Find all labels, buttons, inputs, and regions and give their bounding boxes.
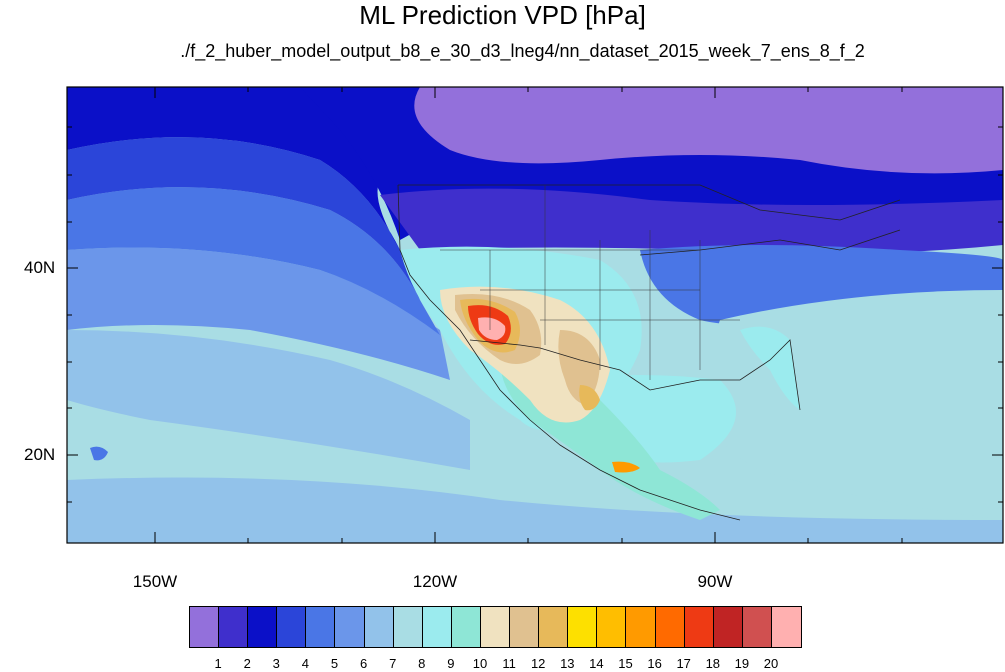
- colorbar-swatch: [539, 607, 569, 647]
- colorbar-swatch: [480, 607, 511, 647]
- colorbar-label: 13: [560, 656, 575, 671]
- lat-label-40n: 40N: [24, 258, 56, 277]
- colorbar-label: 10: [472, 656, 488, 671]
- colorbar-label: 19: [734, 656, 750, 671]
- colorbar-label: 1: [214, 656, 222, 671]
- colorbar-swatch: [451, 607, 481, 647]
- colorbar-label: 9: [447, 656, 455, 671]
- colorbar-swatch: [597, 607, 627, 647]
- map-field: [67, 87, 1003, 543]
- colorbar-swatch: [510, 607, 540, 647]
- lon-label-120w: 120W: [412, 572, 458, 591]
- colorbar-swatch: [655, 607, 685, 647]
- lon-label-150w: 150W: [132, 572, 178, 591]
- colorbar-label: 16: [647, 656, 662, 671]
- colorbar-swatch: [190, 607, 220, 647]
- colorbar-label: 18: [705, 656, 721, 671]
- colorbar: [189, 606, 802, 648]
- pacific-band-3: [67, 87, 420, 250]
- colorbar-swatch: [626, 607, 656, 647]
- us-border: [398, 184, 901, 349]
- pacific-band-6: [67, 247, 450, 380]
- colorbar-swatch: [393, 607, 423, 647]
- mexico-warm: [558, 330, 600, 405]
- colorbar-swatch: [219, 607, 249, 647]
- desert-core: [478, 317, 506, 340]
- colorbar-swatch: [364, 607, 394, 647]
- colorbar-swatch: [742, 607, 772, 647]
- lon-ticks: [154, 87, 903, 543]
- hawaii-islands: [90, 446, 108, 461]
- colorbar-label: 17: [676, 656, 691, 671]
- lat-ticks: [67, 126, 1003, 503]
- colorbar-label: 12: [530, 656, 546, 671]
- lat-label-20n: 20N: [24, 445, 56, 464]
- colorbar-swatch: [306, 607, 336, 647]
- canada-band: [380, 188, 1003, 254]
- state-lines: [440, 185, 740, 380]
- map-title: ML Prediction VPD [hPa]: [359, 0, 646, 30]
- colorbar-swatch: [713, 607, 743, 647]
- colorbar-label: 8: [418, 656, 426, 671]
- ocean-south-band: [67, 477, 1003, 543]
- pacific-band-5: [67, 187, 440, 335]
- colorbar-swatch: [684, 607, 714, 647]
- yucatan-hot: [612, 461, 640, 473]
- colorbar-label: 7: [389, 656, 397, 671]
- colorbar-swatch: [277, 607, 307, 647]
- map-subtitle: ./f_2_huber_model_output_b8_e_30_d3_lneg…: [180, 41, 865, 61]
- colorbar-label: 3: [272, 656, 280, 671]
- pacific-band-4: [67, 137, 420, 300]
- colorbar-swatch: [422, 607, 452, 647]
- colorbar-label: 6: [359, 656, 368, 671]
- colorbar-label: 2: [243, 656, 251, 671]
- coastline: [397, 184, 901, 521]
- canada-purple: [414, 87, 1003, 174]
- colorbar-swatch: [248, 607, 278, 647]
- colorbar-label: 15: [618, 656, 633, 671]
- colorbar-label: 20: [763, 656, 779, 671]
- lon-label-90w: 90W: [697, 572, 733, 591]
- mexico-gold: [579, 385, 600, 411]
- colorbar-swatch: [771, 607, 801, 647]
- colorbar-labels: 1 2 3 4 5 6 7 8 9 10 11 12 13 14 15 16 17 18 19 20: [0, 656, 1005, 672]
- ocean-band-mid: [67, 330, 470, 470]
- colorbar-label: 5: [330, 656, 339, 671]
- colorbar-label: 14: [589, 656, 604, 671]
- colorbar-label: 4: [301, 656, 309, 671]
- florida-land: [740, 326, 800, 410]
- colorbar-label: 11: [502, 656, 516, 671]
- colorbar-swatch: [335, 607, 365, 647]
- colorbar-swatch: [568, 607, 598, 647]
